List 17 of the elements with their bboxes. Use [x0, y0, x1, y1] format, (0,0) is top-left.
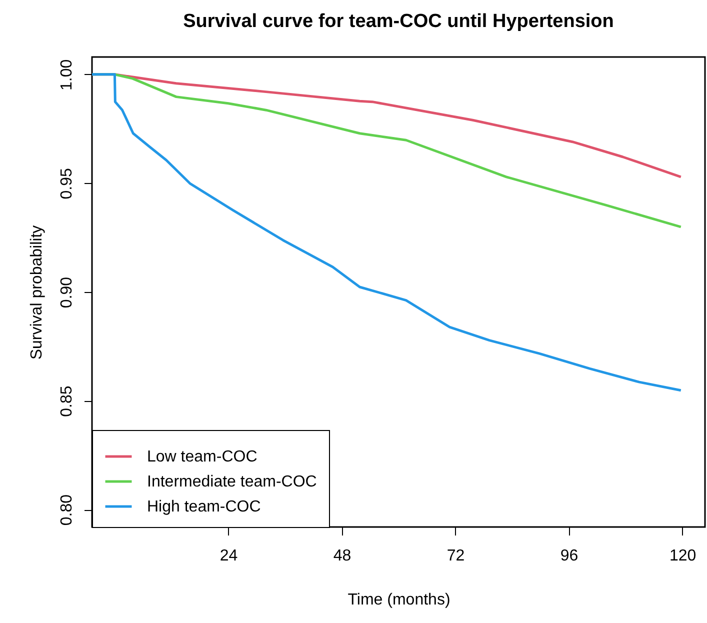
y-tick-label: 0.95 — [58, 168, 76, 200]
y-axis-title: Survival probability — [28, 225, 46, 360]
chart-title: Survival curve for team-COC until Hypertension — [183, 11, 614, 32]
y-tick-label: 1.00 — [58, 59, 76, 90]
line-series — [90, 73, 682, 392]
legend-label: High team-COC — [147, 498, 261, 516]
y-tick-label: 0.80 — [58, 494, 76, 526]
y-tick-label: 0.85 — [58, 386, 76, 417]
legend-label: Intermediate team-COC — [147, 474, 317, 490]
x-tick-label: 96 — [560, 548, 578, 564]
legend-label: Low team-COC — [147, 448, 258, 466]
y-tick-label: 0.90 — [58, 276, 76, 308]
x-tick-label: 48 — [333, 548, 352, 564]
x-tick-label: 24 — [220, 548, 238, 564]
x-tick-label: 120 — [669, 548, 696, 564]
x-axis-title: Time (months) — [348, 592, 450, 608]
x-tick-label: 72 — [446, 548, 465, 564]
